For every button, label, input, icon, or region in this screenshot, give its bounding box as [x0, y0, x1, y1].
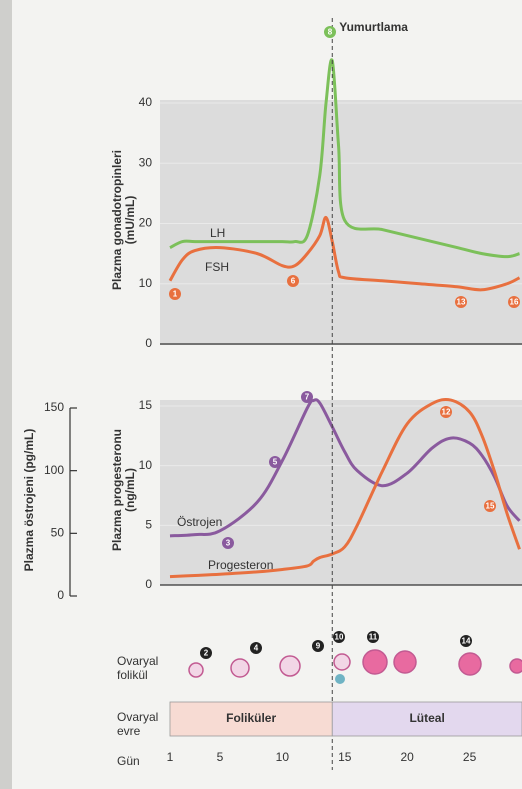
y-tick-label: 30	[139, 155, 153, 169]
step-marker-label: 6	[291, 277, 296, 286]
step-marker-label: 1	[173, 290, 178, 299]
step-marker-label: 16	[510, 298, 519, 307]
follicle-icon	[510, 659, 522, 673]
chart: 010203040Plazma gonadotropinleri(mU/mL)0…	[0, 0, 522, 789]
step-marker-label: 10	[335, 633, 344, 642]
step-marker-label: 2	[204, 649, 209, 658]
y-tick-label: 0	[145, 577, 152, 591]
step-marker-label: 15	[486, 502, 495, 511]
y-axis-label: Plazma progesteronu	[110, 429, 124, 551]
y2-tick-label: 0	[57, 588, 64, 602]
follicle-icon	[189, 663, 203, 677]
y-tick-label: 10	[139, 458, 153, 472]
row-label: folikül	[117, 668, 148, 682]
oocyte-icon	[335, 674, 345, 684]
follicle-icon	[459, 653, 481, 675]
follicle-icon	[363, 650, 387, 674]
follicle-icon	[334, 654, 350, 670]
y-tick-label: 5	[145, 518, 152, 532]
step-marker-label: 4	[254, 644, 259, 653]
phase-label: Foliküler	[226, 711, 276, 725]
x-tick-label: 20	[400, 750, 414, 764]
x-tick-label: 10	[276, 750, 290, 764]
y-tick-label: 40	[139, 95, 153, 109]
row-label: Ovaryal	[117, 654, 158, 668]
ovulation-label: Yumurtlama	[339, 20, 408, 34]
page-edge	[0, 0, 12, 789]
series-label: FSH	[205, 260, 229, 274]
y-axis-label: Plazma gonadotropinleri	[110, 150, 124, 290]
y2-tick-label: 100	[44, 463, 64, 477]
x-tick-label: 5	[217, 750, 224, 764]
follicle-icon	[231, 659, 249, 677]
series-label: LH	[210, 226, 225, 240]
y2-tick-label: 50	[51, 526, 65, 540]
y-tick-label: 0	[145, 336, 152, 350]
x-tick-label: 15	[338, 750, 352, 764]
step-marker-label: 14	[462, 637, 471, 646]
y-tick-label: 10	[139, 276, 153, 290]
step-marker-label: 11	[369, 633, 378, 642]
phase-label: Lüteal	[409, 711, 444, 725]
follicle-icon	[280, 656, 300, 676]
step-marker-label: 3	[226, 539, 231, 548]
y-tick-label: 15	[139, 398, 153, 412]
follicle-icon	[394, 651, 416, 673]
y2-axis-label: Plazma östrojeni (pg/mL)	[22, 429, 36, 572]
y-axis-label: (ng/mL)	[123, 468, 137, 512]
x-tick-label: 1	[167, 750, 174, 764]
step-marker-label: 7	[305, 393, 310, 402]
step-marker-label: 12	[442, 408, 451, 417]
x-axis-label: Gün	[117, 754, 140, 768]
plot-bg-top	[160, 100, 522, 345]
step-marker-label: 5	[273, 458, 278, 467]
series-label: Progesteron	[208, 558, 273, 572]
y-axis-label: (mU/mL)	[123, 196, 137, 245]
page: 010203040Plazma gonadotropinleri(mU/mL)0…	[0, 0, 522, 789]
step-marker-label: 9	[316, 642, 321, 651]
row-label: Ovaryal	[117, 710, 158, 724]
y-tick-label: 20	[139, 216, 153, 230]
y2-tick-label: 150	[44, 400, 64, 414]
series-label: Östrojen	[177, 515, 222, 529]
step-marker-label: 13	[457, 298, 466, 307]
x-tick-label: 25	[463, 750, 477, 764]
row-label: evre	[117, 724, 141, 738]
step-marker-label: 8	[328, 28, 333, 37]
